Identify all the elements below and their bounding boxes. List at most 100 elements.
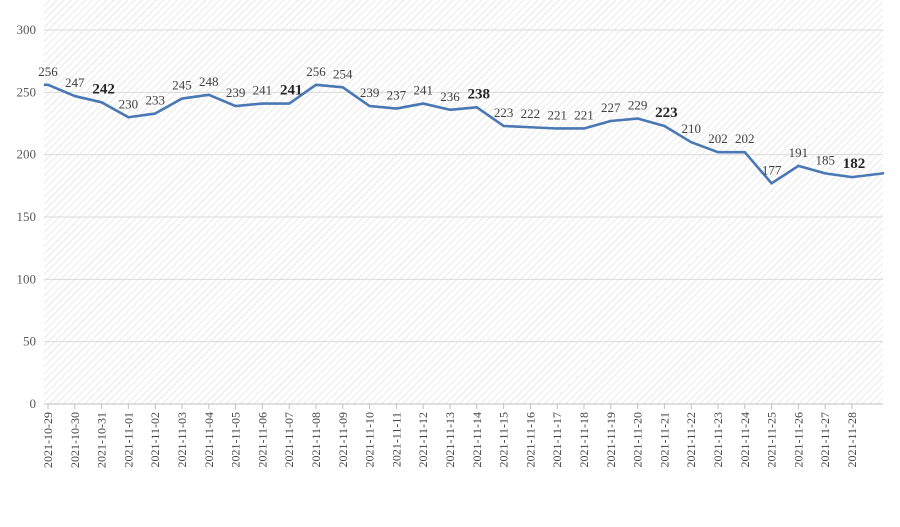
data-point [234,104,237,108]
data-point [46,83,50,87]
x-tick-label: 2021-10-31 [95,412,109,468]
data-label: 239 [360,85,380,100]
data-point [341,86,344,89]
x-tick-label: 2021-11-20 [631,412,645,468]
x-tick-label: 2021-11-03 [175,412,189,468]
x-tick-label: 2021-11-22 [684,412,698,468]
x-tick-label: 2021-11-10 [363,412,377,468]
x-tick-label: 2021-11-12 [416,412,430,468]
data-label: 238 [468,86,491,102]
y-tick-label: 50 [23,334,36,349]
data-label: 245 [172,78,192,93]
data-point [154,112,157,115]
data-point [261,102,264,105]
data-point [127,116,130,119]
y-tick-label: 200 [17,147,37,162]
data-point [690,141,693,144]
y-tick-label: 300 [17,22,37,37]
x-tick-label: 2021-11-18 [577,412,591,468]
x-tick-label: 2021-11-25 [765,412,779,468]
x-tick-label: 2021-11-27 [818,412,832,468]
x-tick-label: 2021-11-21 [657,412,671,468]
data-point [770,182,773,185]
data-point [636,117,639,120]
data-label: 236 [440,89,460,104]
y-tick-label: 250 [17,84,37,99]
data-label: 223 [655,105,678,121]
data-point [609,119,612,123]
data-label: 237 [387,88,407,103]
data-label: 221 [547,107,567,122]
x-tick-label: 2021-10-29 [41,412,55,468]
data-label: 202 [708,131,728,146]
data-point [850,175,854,179]
data-point [100,101,103,104]
data-point [207,93,210,97]
data-point [582,127,586,130]
data-point [797,164,800,168]
x-tick-label: 2021-11-04 [202,412,216,468]
data-label: 242 [92,81,115,97]
data-point [556,127,559,130]
data-point [502,124,505,128]
x-tick-label: 2021-11-24 [738,412,752,468]
y-tick-label: 0 [30,396,37,411]
plot-area [44,0,883,404]
data-label: 247 [65,75,85,90]
data-point [663,124,666,128]
data-label: 222 [521,106,541,121]
y-axis: 0 50 100 150 200 250 300 [17,22,37,411]
x-tick-label: 2021-11-23 [711,412,725,468]
data-point [716,150,720,154]
x-tick-label: 2021-11-06 [255,412,269,468]
data-point [73,94,77,98]
series-line [43,83,885,185]
x-tick-label: 2021-11-07 [282,412,296,468]
data-label: 177 [762,162,782,177]
data-label: 239 [226,85,246,100]
data-label: 256 [306,64,326,79]
x-tick-label: 2021-11-28 [845,412,859,468]
data-label: 254 [333,66,353,81]
x-tick-label: 2021-11-05 [229,412,243,468]
data-point [422,102,425,105]
data-label: 229 [628,98,648,113]
data-label: 233 [145,93,165,108]
x-tick-label: 2021-11-08 [309,412,323,468]
x-tick-label: 2021-11-02 [148,412,162,468]
data-label: 256 [38,64,58,79]
data-point [475,106,478,109]
x-tick-label: 2021-11-09 [336,412,350,468]
data-point [288,102,291,105]
data-label: 202 [735,131,755,146]
data-point [743,150,746,154]
data-point [395,107,398,110]
data-point [824,172,827,175]
x-tick-label: 2021-11-15 [497,412,511,468]
data-label: 227 [601,100,621,115]
data-label: 241 [280,83,303,99]
x-tick-label: 2021-11-19 [604,412,618,468]
data-point [314,83,318,87]
x-tick-label: 2021-11-14 [470,412,484,468]
data-label: 182 [843,156,866,172]
data-label: 191 [789,145,809,160]
data-label: 223 [494,105,514,120]
x-tick-label: 2021-11-26 [791,412,805,468]
data-label: 221 [574,107,594,122]
x-tick-label: 2021-10-30 [68,412,82,468]
data-label: 210 [681,121,701,136]
data-point [529,126,532,129]
data-label: 241 [253,83,273,98]
data-label: 230 [119,96,139,111]
data-label: 241 [413,83,433,98]
gridlines [44,29,883,405]
x-tick-label: 2021-11-16 [523,412,537,468]
data-label: 248 [199,74,219,89]
y-tick-label: 150 [17,209,37,224]
data-label: 185 [815,152,835,167]
data-point [448,108,452,111]
